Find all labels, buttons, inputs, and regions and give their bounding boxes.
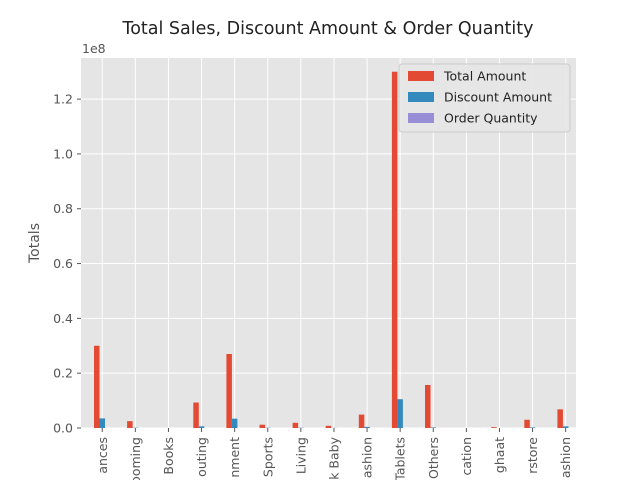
x-axis: ances ooming Books outing nment Sports Living k…: [95, 428, 573, 480]
bar-discount-amount: [430, 427, 437, 428]
x-tick-label: Others: [426, 437, 441, 479]
x-tick-label: Living: [293, 437, 308, 474]
y-tick-label: 0.2: [53, 366, 73, 381]
bar-discount-amount: [231, 418, 238, 428]
x-tick-label: ashion: [558, 437, 573, 478]
x-tick-label: ooming: [128, 437, 143, 480]
x-tick-label: rstore: [525, 437, 540, 474]
bar-discount-amount: [198, 426, 205, 428]
x-tick-label: Sports: [260, 437, 275, 477]
y-tick-label: 0.6: [53, 256, 73, 271]
bars: [94, 71, 569, 428]
bar-total-amount: [425, 384, 431, 428]
y-tick-label: 0.8: [53, 201, 73, 216]
bar-total-amount: [127, 421, 133, 428]
x-tick-label: nment: [227, 437, 242, 478]
bar-total-amount: [358, 414, 365, 428]
legend-label: Total Amount: [443, 69, 526, 84]
x-tick-label: Tablets: [393, 437, 408, 480]
bar-total-amount: [292, 422, 299, 428]
bar-discount-amount: [99, 418, 105, 428]
bar-discount-amount: [529, 427, 536, 428]
bar-total-amount: [94, 345, 100, 428]
gridlines: [81, 58, 576, 429]
y-tick-label: 0.4: [53, 311, 73, 326]
chart-title: Total Sales, Discount Amount & Order Qua…: [122, 19, 534, 39]
legend-label: Discount Amount: [444, 90, 552, 105]
x-tick-label: Books: [161, 437, 176, 475]
legend-swatch: [408, 92, 434, 102]
bar-discount-amount: [364, 426, 370, 428]
bar-discount-amount: [397, 399, 403, 428]
x-tick-label: ances: [95, 437, 110, 474]
x-tick-label: ghaat: [492, 437, 507, 473]
bar-total-amount: [259, 424, 266, 428]
x-tick-label: ashion: [360, 437, 375, 478]
legend: Total Amount Discount Amount Order Quantit…: [398, 63, 571, 133]
y-tick-label: 1.0: [53, 146, 73, 161]
legend-swatch: [408, 113, 434, 123]
bar-total-amount: [491, 427, 497, 428]
bar-discount-amount: [562, 426, 569, 428]
x-tick-label: outing: [194, 437, 209, 477]
bar-total-amount: [524, 419, 530, 428]
bar-total-amount: [557, 409, 563, 428]
x-tick-label: cation: [459, 437, 474, 475]
y-tick-label: 1.2: [53, 92, 73, 107]
y-axis: 0.0 0.2 0.4 0.6 0.8 1.0 1.2: [53, 92, 81, 436]
y-axis-label: Totals: [27, 223, 43, 264]
x-tick-label: k Baby: [326, 436, 341, 479]
y-tick-label: 0.0: [53, 421, 73, 436]
bar-total-amount: [226, 354, 232, 428]
legend-label: Order Quantity: [444, 111, 538, 126]
legend-box: [398, 63, 571, 133]
legend-swatch: [408, 71, 434, 81]
y-axis-multiplier: 1e8: [82, 41, 106, 56]
bar-total-amount: [325, 425, 332, 428]
bar-total-amount: [391, 71, 398, 428]
bar-total-amount: [193, 402, 199, 428]
